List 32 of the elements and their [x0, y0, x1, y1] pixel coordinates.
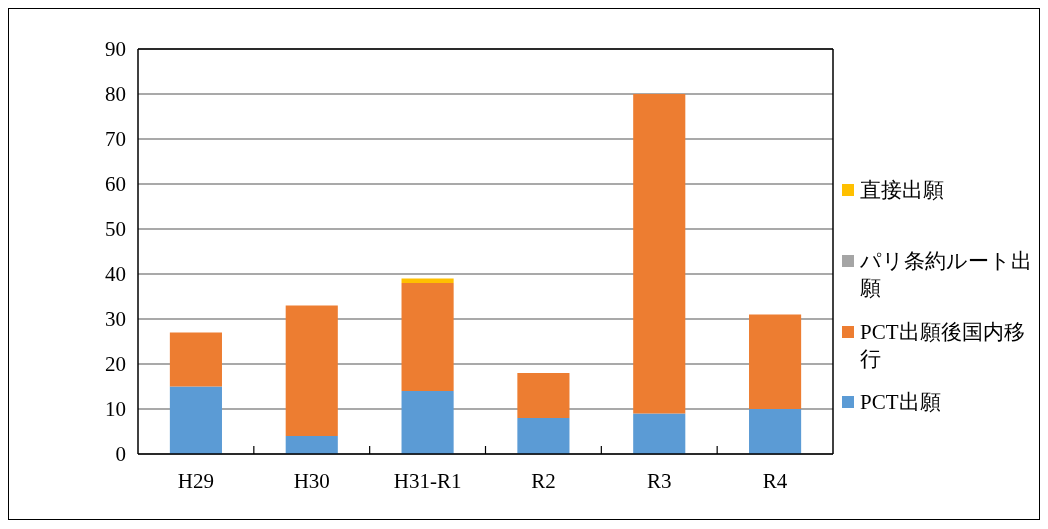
- y-tick-label: 20: [105, 352, 126, 376]
- y-tick-label: 40: [105, 262, 126, 286]
- y-tick-label: 60: [105, 172, 126, 196]
- x-tick-label: R2: [531, 469, 556, 493]
- y-tick-label: 50: [105, 217, 126, 241]
- x-tick-label: H30: [293, 469, 330, 493]
- legend-label: 直接出願: [860, 178, 944, 202]
- y-tick-label: 30: [105, 307, 126, 331]
- bar: [401, 391, 454, 454]
- bar: [169, 386, 222, 454]
- bar: [169, 332, 222, 387]
- y-tick-label: 70: [105, 127, 126, 151]
- bar: [517, 418, 570, 454]
- bar: [749, 409, 802, 454]
- x-tick-label: R3: [646, 469, 672, 493]
- bar: [517, 373, 570, 418]
- x-tick-label: R4: [762, 469, 788, 493]
- x-tick-label: H29: [177, 469, 214, 493]
- x-tick-label: H31-R1: [393, 469, 462, 493]
- bar: [285, 436, 338, 454]
- y-tick-label: 80: [105, 82, 126, 106]
- y-tick-label: 0: [115, 442, 126, 466]
- y-tick-label: 90: [105, 37, 126, 61]
- bar: [633, 413, 686, 454]
- legend-label: PCT出願後国内移行: [860, 320, 1025, 371]
- bar: [633, 94, 686, 414]
- bar: [401, 283, 454, 391]
- y-tick-label: 10: [105, 397, 126, 421]
- legend-label: PCT出願: [860, 390, 941, 414]
- bar: [749, 314, 802, 409]
- bar: [285, 305, 338, 436]
- legend-label: パリ条約ルート出願: [859, 249, 1032, 300]
